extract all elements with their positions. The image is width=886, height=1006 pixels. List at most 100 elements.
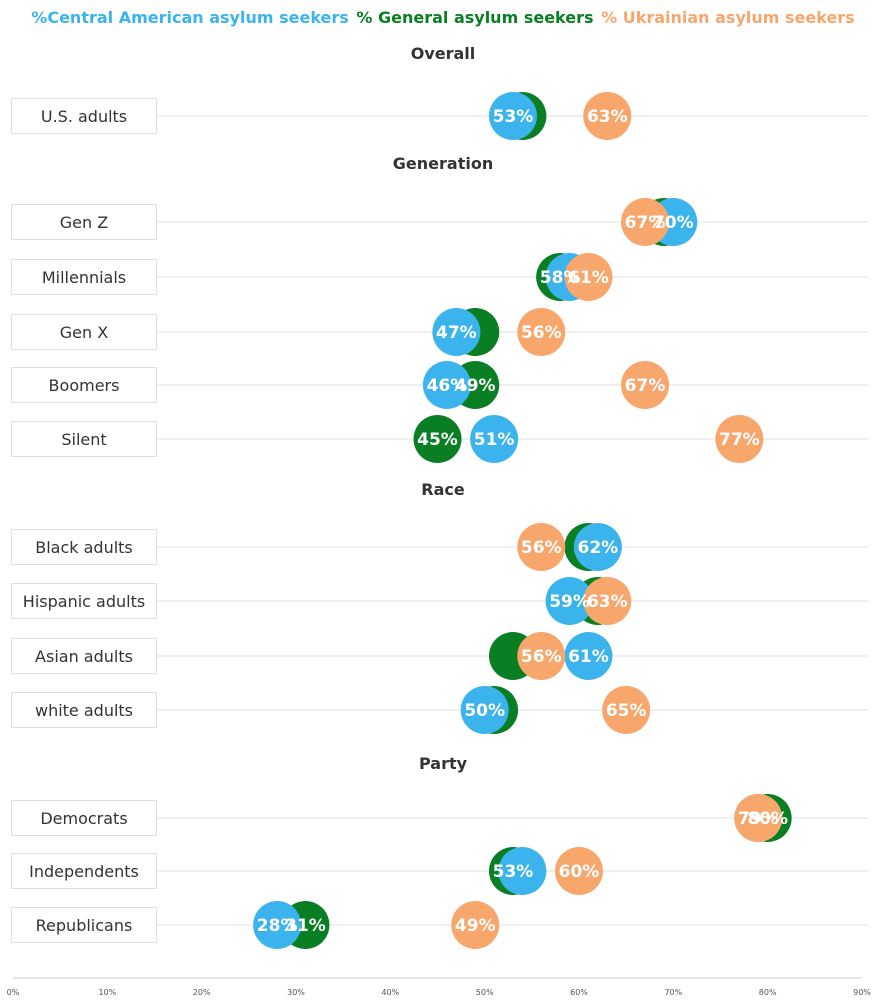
ukrainian-dot [583,577,632,625]
ukrainian-dot [583,92,632,140]
ukrainian-dot [517,523,566,571]
ukrainian-dot [517,632,566,680]
row-label: Gen X [60,323,108,342]
row-label-box [11,638,157,674]
row-group: Republicans 31%28% 49% [11,901,868,949]
row-group: Independents 53% 60% [11,847,868,895]
row-label: Hispanic adults [23,592,145,611]
ukrainian-value-label: 61% [568,268,609,288]
x-tick-label: 80% [759,988,777,997]
row-label-box [11,692,157,728]
central-value-label: 53% [493,107,534,127]
row-label: Independents [29,862,139,881]
x-tick-label: 20% [193,988,211,997]
row-label: U.S. adults [41,107,127,126]
central-dot [460,686,509,734]
row-label-box [11,529,157,565]
x-tick-label: 0% [7,988,20,997]
row-label-box [11,367,157,403]
central-dot [498,847,547,895]
central-dot [432,308,481,356]
x-tick-label: 40% [381,988,399,997]
ukrainian-value-label: 63% [587,107,628,127]
row-label-box [11,853,157,889]
row-group: Gen Z 70%67% [11,198,868,246]
row-label-box [11,259,157,295]
row-label: Silent [61,430,106,449]
x-tick-label: 30% [287,988,305,997]
row-label-box [11,421,157,457]
row-label: Asian adults [35,647,133,666]
general-value-label: 80% [747,809,788,829]
row-label-box [11,314,157,350]
row-group: white adults 50% 65% [11,686,868,734]
row-label-box [11,583,157,619]
legend-general: % General asylum seekers [356,8,594,27]
row-label: Republicans [36,916,133,935]
general-value-label: 58% [540,268,581,288]
x-tick-label: 50% [476,988,494,997]
row-label-box [11,98,157,134]
ukrainian-dot [451,901,500,949]
row-label-box [11,907,157,943]
ukrainian-value-label: 65% [606,701,647,721]
ukrainian-dot [555,847,603,895]
ukrainian-value-label: 56% [521,647,562,667]
general-value-label: 31% [285,916,326,936]
ukrainian-dot [517,308,566,356]
row-group: Millennials 58%61% [11,253,868,301]
central-value-label: 51% [474,430,515,450]
ukrainian-dot [621,198,670,246]
row-label: white adults [35,701,133,720]
legend-central: %Central American asylum seekers [31,8,349,27]
row-label: Democrats [40,809,127,828]
row-group: Silent 45% 51% 77% [11,415,868,463]
central-dot [488,92,537,140]
row-label: Boomers [49,376,120,395]
row-label-box [11,204,157,240]
row-group: U.S. adults 53% 63% [11,92,868,140]
central-value-label: 47% [436,323,477,343]
ukrainian-value-label: 56% [521,323,562,343]
section-title: Overall [411,44,476,63]
central-value-label: 70% [653,213,694,233]
row-group: Asian adults 61% 56% [11,632,868,680]
row-group: Boomers 49%46% 67% [11,361,868,409]
row-group: Gen X 47% 56% [11,308,868,356]
central-dot [573,523,622,571]
central-dot [470,415,519,463]
ukrainian-dot [621,361,670,409]
central-dot [253,901,302,949]
central-value-label: 61% [568,647,609,667]
row-group: Black adults 62% 56% [11,523,868,571]
ukrainian-dot [715,415,764,463]
row-label: Gen Z [60,213,108,232]
ukrainian-dot [602,686,651,734]
row-label: Black adults [35,538,133,557]
general-value-label: 45% [417,430,458,450]
ukrainian-value-label: 79% [738,809,779,829]
ukrainian-dot [734,794,783,842]
central-value-label: 46% [427,376,468,396]
legend-ukrainian: % Ukrainian asylum seekers [601,8,855,27]
general-value-label: 49% [455,376,496,396]
x-tick-label: 90% [853,988,871,997]
x-tick-label: 10% [98,988,116,997]
central-dot [422,361,471,409]
row-group: Hispanic adults 59%63% [11,577,868,625]
ukrainian-value-label: 67% [625,213,666,233]
central-dot [564,632,613,680]
ukrainian-value-label: 63% [587,592,628,612]
central-value-label: 50% [464,701,505,721]
ukrainian-dot [564,253,613,301]
x-tick-label: 60% [570,988,588,997]
ukrainian-value-label: 56% [521,538,562,558]
section-title: Generation [393,154,493,173]
section-title: Party [419,754,468,773]
general-value-label: 53% [493,862,534,882]
ukrainian-value-label: 49% [455,916,496,936]
ukrainian-value-label: 60% [559,862,600,882]
central-dot [545,577,594,625]
chart-legend: %Central American asylum seekers % Gener… [0,8,886,27]
